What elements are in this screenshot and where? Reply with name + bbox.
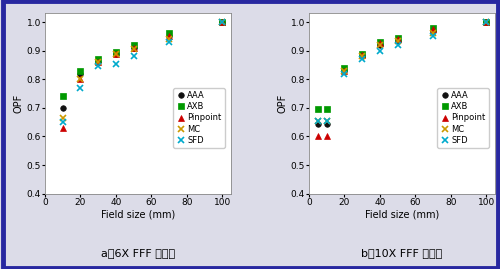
Pinpoint — [483, 20, 489, 24]
Legend: AAA, AXB, Pinpoint, MC, SFD: AAA, AXB, Pinpoint, MC, SFD — [173, 88, 225, 148]
SFD — [130, 55, 136, 58]
Pinpoint — [219, 20, 225, 24]
MC — [394, 39, 400, 42]
AAA — [219, 20, 225, 24]
MC — [359, 55, 365, 58]
Line: Pinpoint: Pinpoint — [315, 19, 489, 139]
MC — [315, 119, 321, 122]
AXB — [315, 108, 321, 111]
SFD — [430, 35, 436, 38]
MC — [95, 61, 101, 64]
AAA — [359, 55, 365, 58]
MC — [113, 52, 119, 56]
AXB — [113, 51, 119, 54]
AXB — [324, 108, 330, 111]
AXB — [394, 36, 400, 39]
Line: AAA: AAA — [315, 19, 489, 126]
AAA — [166, 35, 172, 38]
Line: MC: MC — [314, 19, 490, 124]
AXB — [483, 20, 489, 24]
MC — [78, 78, 84, 81]
Pinpoint — [95, 61, 101, 64]
AAA — [430, 29, 436, 32]
Line: MC: MC — [59, 19, 226, 121]
Line: SFD: SFD — [314, 19, 490, 124]
AAA — [95, 61, 101, 64]
MC — [219, 20, 225, 24]
Text: b：10X FFF ビーム: b：10X FFF ビーム — [362, 248, 442, 258]
AAA — [377, 43, 383, 47]
Pinpoint — [130, 46, 136, 49]
SFD — [219, 20, 225, 24]
SFD — [359, 58, 365, 61]
MC — [166, 38, 172, 41]
AAA — [315, 122, 321, 125]
Pinpoint — [359, 53, 365, 56]
Pinpoint — [394, 38, 400, 41]
SFD — [60, 121, 66, 124]
Y-axis label: OPF: OPF — [278, 94, 287, 113]
SFD — [166, 40, 172, 44]
Pinpoint — [315, 135, 321, 138]
MC — [430, 32, 436, 35]
SFD — [483, 20, 489, 24]
Line: SFD: SFD — [59, 19, 226, 126]
X-axis label: Field size (mm): Field size (mm) — [365, 210, 439, 220]
AXB — [342, 66, 347, 69]
Pinpoint — [324, 135, 330, 138]
AAA — [78, 72, 84, 75]
SFD — [342, 72, 347, 75]
Pinpoint — [430, 27, 436, 31]
Pinpoint — [342, 69, 347, 72]
Pinpoint — [377, 42, 383, 45]
AXB — [130, 43, 136, 47]
Pinpoint — [60, 126, 66, 129]
AXB — [60, 95, 66, 98]
Text: a：6X FFF ビーム: a：6X FFF ビーム — [101, 248, 175, 258]
AXB — [219, 20, 225, 24]
Line: AXB: AXB — [60, 19, 225, 99]
AXB — [430, 26, 436, 29]
AXB — [359, 52, 365, 55]
AXB — [166, 32, 172, 35]
AAA — [130, 46, 136, 49]
Pinpoint — [166, 35, 172, 38]
AAA — [394, 39, 400, 42]
SFD — [113, 62, 119, 65]
MC — [483, 20, 489, 24]
Line: AXB: AXB — [315, 19, 489, 112]
X-axis label: Field size (mm): Field size (mm) — [101, 210, 175, 220]
AAA — [324, 122, 330, 125]
MC — [342, 69, 347, 72]
AAA — [483, 20, 489, 24]
AXB — [95, 58, 101, 61]
Line: AAA: AAA — [60, 19, 225, 111]
Line: Pinpoint: Pinpoint — [60, 19, 225, 131]
SFD — [78, 86, 84, 90]
SFD — [377, 49, 383, 52]
AAA — [342, 69, 347, 72]
Pinpoint — [113, 52, 119, 55]
SFD — [95, 64, 101, 67]
SFD — [324, 119, 330, 122]
Pinpoint — [78, 78, 84, 81]
SFD — [394, 43, 400, 47]
AXB — [377, 40, 383, 44]
MC — [377, 43, 383, 47]
SFD — [315, 119, 321, 122]
AAA — [60, 106, 66, 109]
AXB — [78, 69, 84, 72]
Y-axis label: OPF: OPF — [14, 94, 24, 113]
MC — [130, 48, 136, 51]
Legend: AAA, AXB, Pinpoint, MC, SFD: AAA, AXB, Pinpoint, MC, SFD — [437, 88, 489, 148]
MC — [60, 116, 66, 119]
MC — [324, 119, 330, 122]
AAA — [113, 52, 119, 55]
